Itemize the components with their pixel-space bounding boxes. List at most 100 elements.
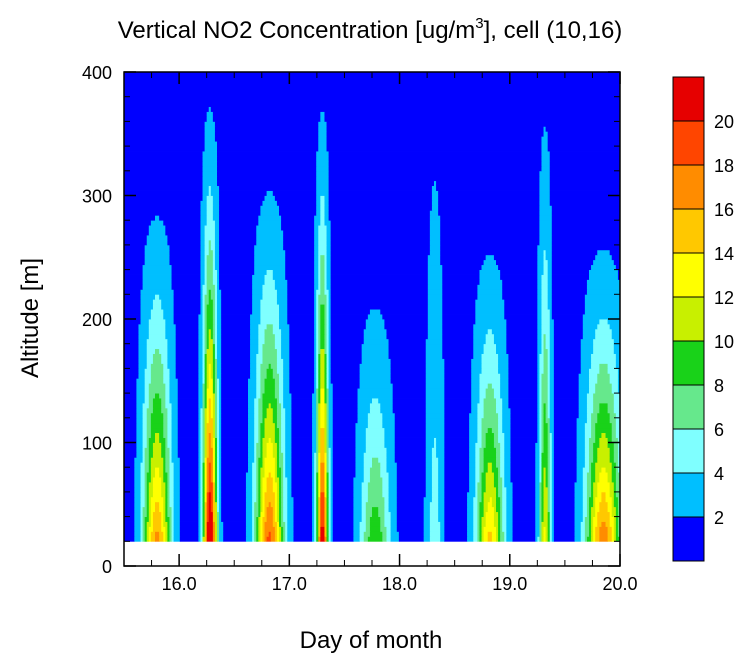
contour-cell	[223, 526, 247, 532]
contour-cell	[541, 482, 544, 488]
contour-cell	[553, 462, 577, 468]
contour-cell	[204, 328, 208, 335]
contour-cell	[276, 353, 282, 359]
contour-cell	[615, 363, 621, 369]
contour-cell	[208, 249, 214, 256]
contour-cell	[167, 338, 177, 345]
contour-cell	[380, 309, 429, 315]
contour-cell	[586, 412, 592, 419]
contour-cell	[427, 274, 443, 280]
contour-cell	[547, 353, 551, 359]
contour-cell	[264, 467, 276, 473]
contour-cell	[512, 482, 536, 488]
contour-cell	[124, 304, 141, 310]
contour-cell	[217, 531, 220, 537]
contour-cell	[326, 239, 332, 246]
contour-cell	[380, 462, 387, 468]
contour-cell	[248, 462, 253, 468]
contour-cell	[617, 526, 621, 532]
contour-cell	[326, 521, 329, 527]
contour-cell	[148, 333, 166, 340]
contour-cell	[498, 353, 509, 359]
contour-cell	[504, 304, 538, 310]
contour-cell	[206, 264, 214, 270]
contour-cell	[591, 521, 594, 527]
contour-cell	[502, 427, 511, 434]
contour-cell	[252, 309, 261, 315]
contour-cell	[498, 521, 501, 527]
contour-cell	[136, 388, 146, 394]
contour-cell	[549, 363, 555, 369]
contour-cell	[312, 486, 315, 493]
contour-cell	[219, 284, 253, 290]
contour-cell	[607, 442, 615, 448]
contour-cell	[330, 477, 334, 483]
contour-cell	[124, 126, 205, 132]
contour-cell	[330, 249, 431, 256]
contour-cell	[444, 378, 472, 384]
contour-cell	[291, 407, 313, 414]
contour-cell	[547, 501, 551, 508]
contour-cell	[287, 536, 294, 542]
contour-cell	[165, 319, 174, 325]
contour-cell	[291, 457, 313, 463]
contour-cell	[553, 531, 575, 537]
contour-cell	[543, 348, 549, 354]
contour-cell	[593, 491, 598, 498]
contour-cell	[140, 511, 143, 517]
contour-cell	[150, 472, 156, 478]
contour-cell	[326, 254, 332, 261]
contour-cell	[152, 407, 162, 414]
contour-cell	[318, 333, 321, 340]
contour-cell	[217, 452, 220, 458]
contour-cell	[363, 328, 387, 335]
contour-cell	[502, 422, 511, 429]
contour-cell	[167, 343, 177, 350]
contour-cell	[124, 343, 139, 350]
contour-cell	[593, 259, 615, 266]
contour-cell	[510, 452, 536, 458]
contour-cell	[206, 254, 214, 261]
contour-cell	[264, 472, 270, 478]
contour-cell	[264, 383, 276, 389]
contour-cell	[217, 383, 220, 389]
contour-cell	[597, 452, 611, 458]
contour-cell	[537, 274, 542, 280]
contour-cell	[177, 393, 199, 399]
contour-cell	[214, 230, 220, 236]
contour-cell	[481, 432, 487, 438]
contour-cell	[124, 328, 139, 335]
contour-cell	[316, 496, 319, 503]
contour-cell	[163, 462, 166, 468]
contour-cell	[613, 531, 617, 537]
contour-cell	[212, 383, 216, 389]
contour-cell	[124, 289, 141, 295]
contour-cell	[396, 496, 425, 503]
contour-cell	[217, 427, 220, 434]
contour-cell	[163, 457, 166, 463]
contour-cell	[324, 338, 327, 345]
contour-cell	[589, 274, 619, 280]
contour-cell	[204, 501, 208, 508]
contour-cell	[427, 269, 443, 275]
contour-cell	[539, 506, 542, 513]
contour-cell	[217, 323, 222, 330]
contour-cell	[283, 378, 290, 384]
contour-cell	[202, 358, 205, 364]
contour-cell	[605, 521, 611, 527]
contour-cell	[326, 412, 329, 419]
contour-cell	[144, 536, 148, 542]
contour-cell	[204, 244, 210, 251]
contour-cell	[326, 284, 332, 290]
contour-cell	[124, 462, 135, 468]
contour-cell	[262, 289, 278, 295]
contour-cell	[318, 407, 321, 414]
contour-cell	[498, 412, 503, 419]
contour-cell	[283, 402, 292, 409]
contour-cell	[475, 491, 478, 498]
contour-cell	[388, 482, 398, 488]
contour-cell	[198, 437, 201, 443]
contour-cell	[551, 304, 586, 310]
contour-cell	[328, 467, 332, 473]
contour-cell	[171, 279, 201, 285]
